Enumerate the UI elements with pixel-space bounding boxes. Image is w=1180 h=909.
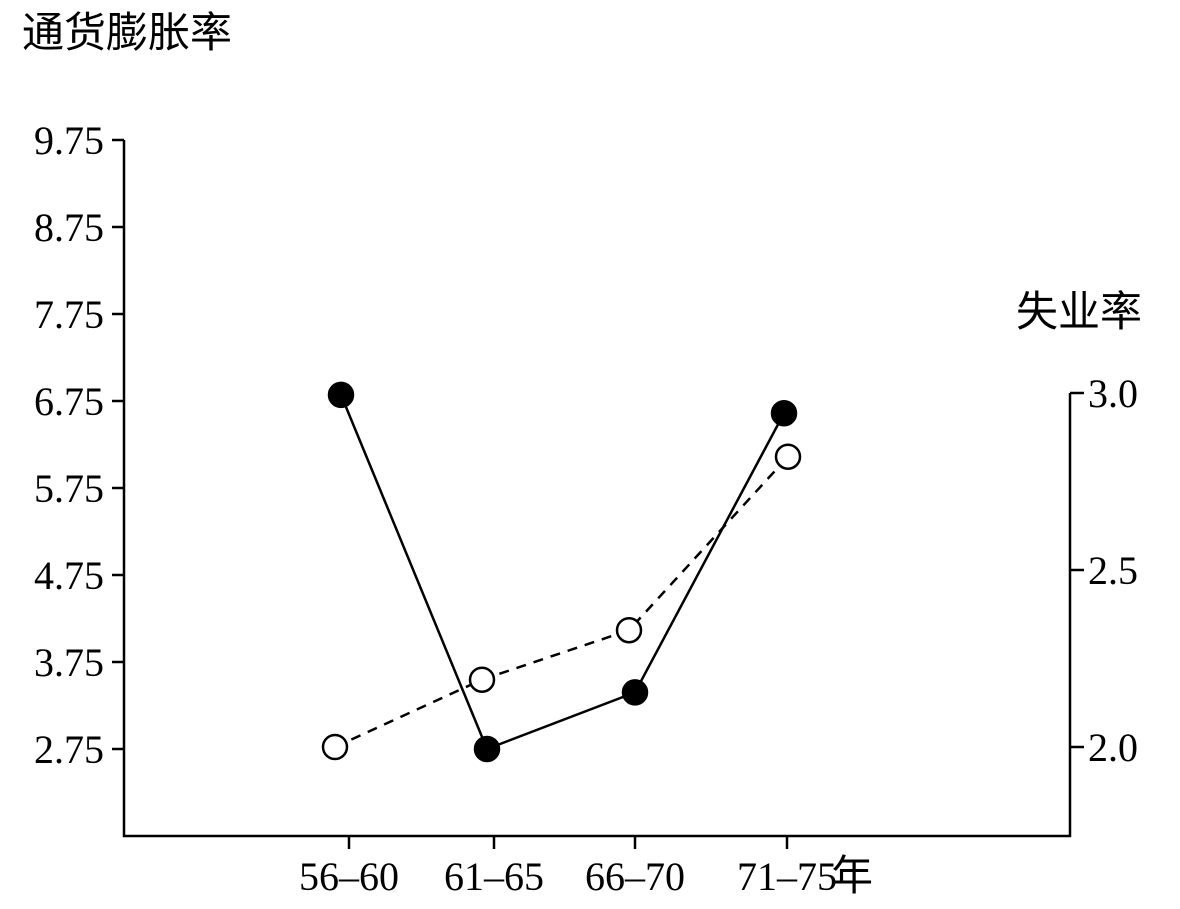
left-tick-label-3-75: 3.75 <box>34 640 104 685</box>
x-axis-year-suffix: 年 <box>831 851 873 900</box>
x-tick-label-61-65: 61–65 <box>444 854 544 899</box>
series-unemployment-point-66-70 <box>615 616 643 644</box>
series-inflation-point-61-65 <box>473 735 501 763</box>
left-tick-label-2-75: 2.75 <box>34 727 104 772</box>
x-tick-label-66-70: 66–70 <box>585 854 685 899</box>
right-tick-label-2-0: 2.0 <box>1088 725 1138 770</box>
series-unemployment-point-56-60 <box>321 733 349 761</box>
series-unemployment-point-71-75 <box>774 443 802 470</box>
x-axis-ticks: 56–60 61–65 66–70 71–75年 <box>299 836 873 900</box>
x-tick-label-71-75: 71–75 <box>737 854 837 899</box>
right-axis-ticks: 3.0 2.5 2.0 <box>1070 371 1138 770</box>
left-tick-label-6-75: 6.75 <box>34 379 104 424</box>
series-unemployment-line <box>334 455 789 749</box>
left-axis-ticks: 9.75 8.75 7.75 6.75 5.75 4.75 3.75 2.75 <box>34 118 124 772</box>
left-axis-title: 通货膨胀率 <box>22 8 232 57</box>
series-layer <box>321 381 802 763</box>
series-inflation-point-56-60 <box>327 381 355 409</box>
series-inflation-point-66-70 <box>621 679 649 706</box>
right-tick-label-2-5: 2.5 <box>1088 548 1138 593</box>
series-unemployment-point-61-65 <box>468 666 496 693</box>
left-tick-label-8-75: 8.75 <box>34 205 104 250</box>
left-tick-label-5-75: 5.75 <box>34 466 104 511</box>
right-axis-title: 失业率 <box>1016 287 1142 336</box>
series-inflation-point-71-75 <box>770 399 798 427</box>
axes-frame <box>122 140 1072 838</box>
right-tick-label-3-0: 3.0 <box>1088 371 1138 416</box>
x-tick-label-56-60: 56–60 <box>299 854 399 899</box>
left-tick-label-9-75: 9.75 <box>34 118 104 163</box>
left-tick-label-4-75: 4.75 <box>34 553 104 598</box>
left-tick-label-7-75: 7.75 <box>34 292 104 337</box>
series-inflation-line <box>339 394 786 751</box>
